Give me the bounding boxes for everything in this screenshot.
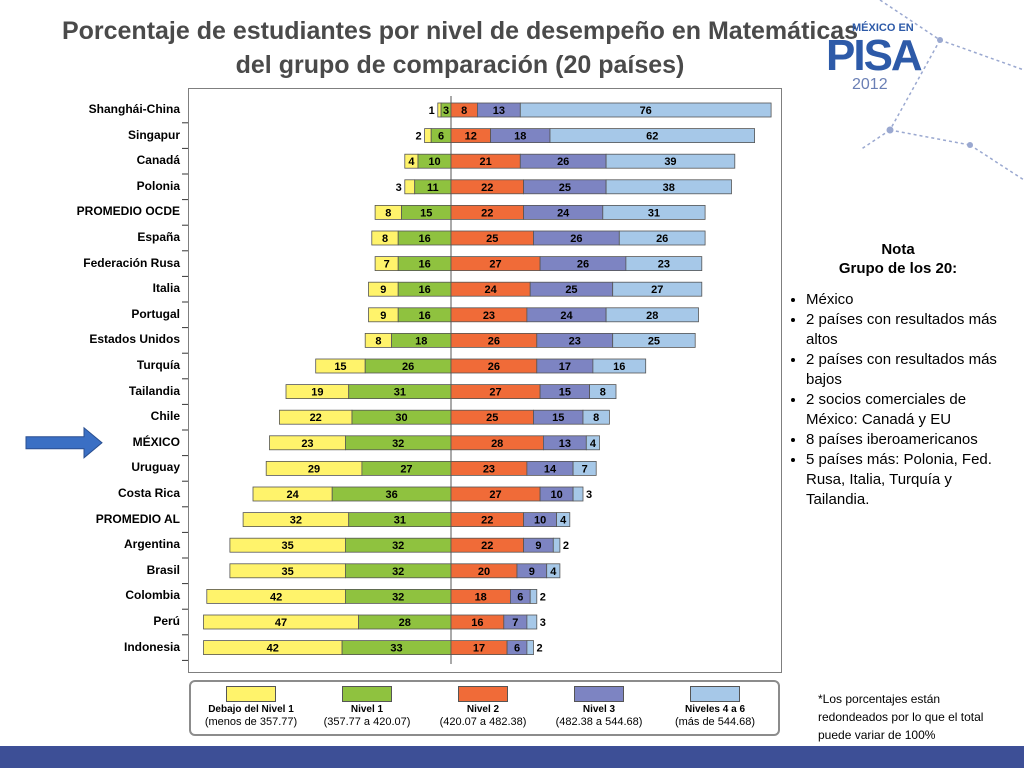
category-label: España [137,230,180,244]
category-label: Indonesia [123,639,180,654]
category-label: PROMEDIO AL [95,511,180,526]
category-label: Turquía [136,358,180,372]
logo-top-text: MÉXICO EN [852,22,914,34]
category-label: Argentina [123,537,180,552]
legend-entry: Niveles 4 a 6 (más de 544.68) [657,686,773,728]
category-label: Costa Rica [117,486,180,500]
category-label: Singapur [127,127,180,142]
legend-label: Nivel 3 [582,704,616,715]
note-item: 8 países iberoamericanos [806,430,1008,450]
logo-main-text: PISA [826,31,923,80]
note-item: 5 países más: Polonia, Fed. Rusa, Italia… [806,450,1008,510]
legend-entry: Debajo del Nivel 1 (menos de 357.77) [193,686,309,728]
note-title: Nota [881,241,915,258]
note-item: México [806,290,1008,310]
legend-label: Debajo del Nivel 1 [208,704,294,715]
note-item: 2 socios comerciales de México: Canadá y… [806,390,1008,430]
bottom-bar [0,746,1024,768]
legend-label: Nivel 1 [350,704,384,715]
category-label: Tailandia [128,383,180,398]
legend-swatch [226,686,276,702]
legend-range: (357.77 a 420.07) [323,716,411,728]
pisa-2012-logo: MÉXICO EN PISA 2012 [822,22,932,102]
legend-entry: Nivel 3 (482.38 a 544.68) [541,686,657,728]
category-label: Canadá [136,153,180,168]
chart-frame [188,88,782,673]
category-label: MÉXICO [132,434,180,449]
legend-label: Niveles 4 a 6 [684,704,746,715]
note-subtitle: Grupo de los 20: [838,260,958,277]
category-label: Colombia [125,588,180,603]
category-label: PROMEDIO OCDE [76,204,180,219]
legend-swatch [342,686,392,702]
category-label: Portugal [131,306,180,321]
note-item: 2 países con resultados más altos [806,310,1008,350]
legend-label: Nivel 2 [466,704,500,715]
category-label: Polonia [136,178,180,193]
chart-title: Porcentaje de estudiantes por nivel de d… [20,14,900,82]
legend-range: (más de 544.68) [674,716,756,728]
legend-range: (482.38 a 544.68) [555,716,643,728]
legend: Debajo del Nivel 1 (menos de 357.77) Nivel… [189,680,780,736]
legend-swatch [458,686,508,702]
note-panel: Nota Grupo de los 20: México 2 países co… [788,240,1008,510]
category-label: Uruguay [131,460,180,475]
category-label: Shanghái-China [88,102,180,116]
note-list: México 2 países con resultados más altos… [788,290,1008,510]
category-label: Federación Rusa [83,255,180,270]
legend-entry: Nivel 2 (420.07 a 482.38) [425,686,541,728]
legend-range: (420.07 a 482.38) [439,716,527,728]
title-line-1: Porcentaje de estudiantes por nivel de d… [61,17,859,45]
category-label: Perú [153,614,180,628]
footnote: *Los porcentajes están redondeados por l… [818,692,984,742]
title-line-2: del grupo de comparación (20 países) [235,51,685,79]
legend-range: (menos de 357.77) [204,716,298,728]
legend-swatch [574,686,624,702]
category-label: Italia [152,281,180,296]
category-label: Estados Unidos [89,332,180,347]
category-label: Brasil [146,562,180,577]
legend-swatch [690,686,740,702]
note-item: 2 países con resultados más bajos [806,350,1008,390]
decorative-network-lines [860,0,1024,181]
category-label: Chile [150,409,180,424]
logo-year-text: 2012 [852,76,888,93]
legend-entry: Nivel 1 (357.77 a 420.07) [309,686,425,728]
